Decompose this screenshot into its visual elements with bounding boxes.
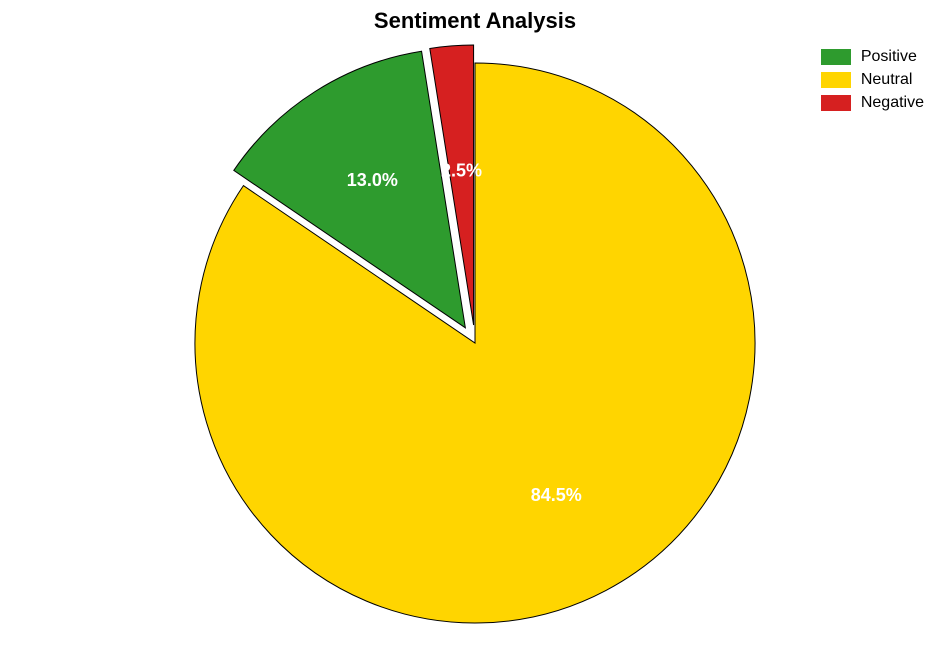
legend-label-negative: Negative [861, 94, 924, 112]
legend-swatch-neutral [821, 72, 851, 88]
legend-item-positive: Positive [821, 48, 924, 66]
legend-item-negative: Negative [821, 94, 924, 112]
pie-label-positive: 13.0% [347, 170, 398, 190]
pie-label-neutral: 84.5% [531, 485, 582, 505]
legend-item-neutral: Neutral [821, 71, 924, 89]
legend-swatch-negative [821, 95, 851, 111]
legend: Positive Neutral Negative [821, 48, 924, 117]
pie-chart: 84.5% 13.0% 2.5% [0, 0, 950, 662]
legend-swatch-positive [821, 49, 851, 65]
legend-label-positive: Positive [861, 48, 917, 66]
sentiment-chart-container: Sentiment Analysis 84.5%13.0%2.5% Positi… [0, 0, 950, 662]
pie-label-negative: 2.5% [441, 160, 482, 180]
legend-label-neutral: Neutral [861, 71, 913, 89]
